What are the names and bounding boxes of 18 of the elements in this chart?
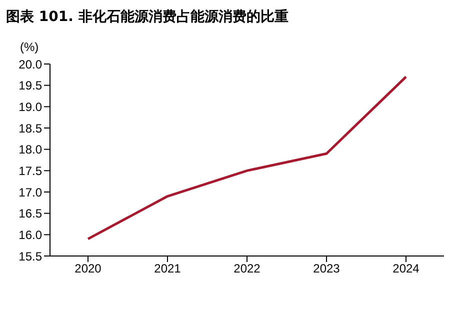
y-tick-label: 15.5 [18,249,42,264]
x-tick-label: 2024 [392,262,420,276]
y-tick-label: 16.0 [18,228,42,242]
x-tick-label: 2021 [154,262,182,276]
y-tick-label: 17.5 [18,164,42,178]
y-tick-label: 20.0 [18,57,42,72]
x-tick-label: 2023 [313,262,340,276]
y-tick-label: 18.0 [18,142,42,157]
y-axis-title: (%) [20,40,39,54]
x-tick-label: 2020 [74,262,102,276]
chart-title: 图表 101. 非化石能源消费占能源消费的比重 [6,8,288,26]
line-series [86,76,408,240]
y-tick-label: 18.5 [18,121,42,136]
y-tick-label: 16.5 [18,206,42,221]
y-tick-label: 19.5 [18,78,42,93]
x-tick-label: 2022 [234,262,261,276]
y-tick-label: 19.0 [18,100,42,114]
y-tick-label: 17.0 [18,185,42,200]
